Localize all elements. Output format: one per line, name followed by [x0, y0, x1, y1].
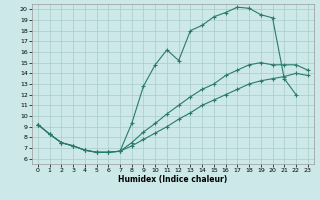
- X-axis label: Humidex (Indice chaleur): Humidex (Indice chaleur): [118, 175, 228, 184]
